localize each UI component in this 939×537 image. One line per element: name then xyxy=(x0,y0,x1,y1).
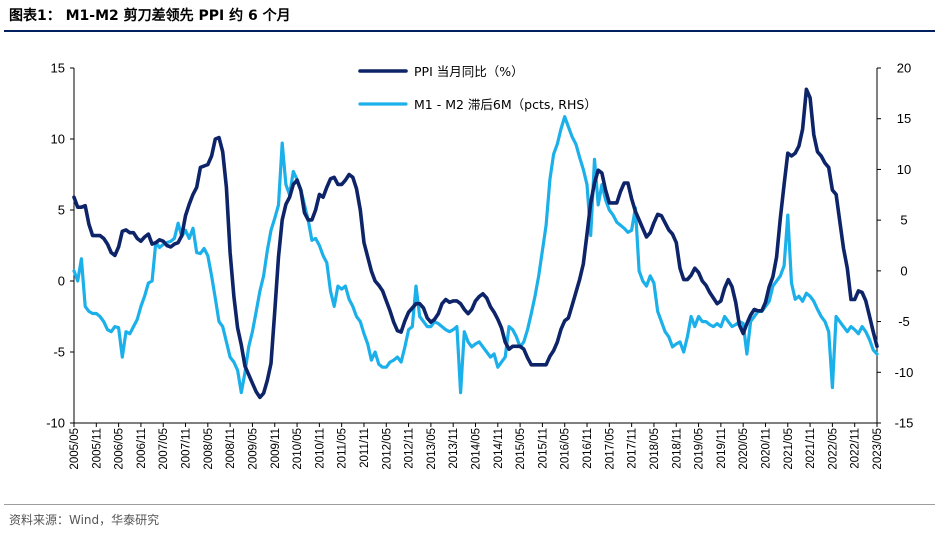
x-tick-label: 2009/05 xyxy=(247,428,259,470)
x-tick-label: 2011/11 xyxy=(359,428,371,468)
x-tick-label: 2008/11 xyxy=(225,428,237,469)
x-tick-label: 2009/11 xyxy=(270,428,282,469)
y-right-tick-label: -15 xyxy=(895,416,914,431)
x-tick-label: 2022/11 xyxy=(850,428,862,469)
series-lines xyxy=(72,87,879,400)
x-tick-label: 2007/11 xyxy=(181,428,193,469)
x-tick-label: 2021/05 xyxy=(783,428,795,470)
x-tick-label: 2020/11 xyxy=(760,428,772,469)
y-left-tick-label: -5 xyxy=(53,345,65,360)
y-right-tick-label: 15 xyxy=(897,111,911,126)
x-tick-label: 2006/05 xyxy=(114,428,126,470)
legend-label: PPI 当月同比（%） xyxy=(414,64,524,79)
y-right-tick-label: 5 xyxy=(900,213,907,228)
x-tick-label: 2016/11 xyxy=(582,428,594,469)
x-tick-label: 2012/05 xyxy=(381,428,393,470)
x-tick-label: 2010/05 xyxy=(292,428,304,470)
x-tick-label: 2019/11 xyxy=(716,428,728,469)
m1-m2-series-line xyxy=(72,115,879,395)
legend-label: M1 - M2 滞后6M（pcts, RHS） xyxy=(414,97,597,112)
y-right-tick-label: -5 xyxy=(898,314,910,329)
y-left-tick-label: 5 xyxy=(58,203,65,218)
source-note: 资料来源：Wind，华泰研究 xyxy=(9,513,160,527)
y-right-tick-label: 10 xyxy=(897,162,911,177)
x-tick-label: 2006/11 xyxy=(136,428,148,469)
x-tick-label: 2013/11 xyxy=(448,428,460,469)
y-right-tick-label: 20 xyxy=(897,61,911,76)
x-tick-label: 2022/05 xyxy=(827,428,839,470)
x-tick-label: 2007/05 xyxy=(158,428,170,470)
source-rule xyxy=(4,504,935,505)
x-tick-label: 2021/11 xyxy=(805,428,817,469)
title-rule xyxy=(4,30,935,32)
x-tick-label: 2015/11 xyxy=(537,428,549,469)
y-right-tick-label: 0 xyxy=(900,263,907,278)
x-tick-label: 2016/05 xyxy=(560,428,572,470)
x-tick-label: 2010/11 xyxy=(314,428,326,469)
x-tick-label: 2023/05 xyxy=(872,428,884,470)
x-tick-label: 2018/05 xyxy=(649,428,661,470)
x-tick-label: 2013/05 xyxy=(426,428,438,470)
x-tick-label: 2020/05 xyxy=(738,428,750,470)
y-left-tick-label: 15 xyxy=(51,61,65,76)
x-tick-label: 2005/05 xyxy=(69,428,81,470)
ppi-series-line xyxy=(72,87,879,400)
x-tick-label: 2019/05 xyxy=(694,428,706,470)
x-tick-label: 2014/05 xyxy=(471,428,483,470)
x-tick-label: 2012/11 xyxy=(404,428,416,469)
legend: PPI 当月同比（%） M1 - M2 滞后6M（pcts, RHS） xyxy=(358,64,597,112)
x-tick-label: 2017/11 xyxy=(627,428,639,469)
x-tick-label: 2005/11 xyxy=(91,428,103,469)
axes: 15 10 5 0 -5 -10 20 15 10 5 0 -5 -10 -15 2005/05 2005/1… xyxy=(46,61,913,470)
x-tick-label: 2014/11 xyxy=(493,428,505,469)
x-tick-label: 2015/05 xyxy=(515,428,527,470)
x-tick-label: 2008/05 xyxy=(203,428,215,470)
y-left-tick-label: -10 xyxy=(46,416,65,431)
chart-title: 图表1： M1-M2 剪刀差领先 PPI 约 6 个月 xyxy=(9,8,291,24)
x-tick-label: 2017/05 xyxy=(604,428,616,470)
x-tick-label: 2011/05 xyxy=(337,428,349,469)
y-left-tick-label: 10 xyxy=(51,132,65,147)
y-left-tick-label: 0 xyxy=(58,274,65,289)
y-right-tick-label: -10 xyxy=(895,365,914,380)
x-tick-label: 2018/11 xyxy=(671,428,683,469)
